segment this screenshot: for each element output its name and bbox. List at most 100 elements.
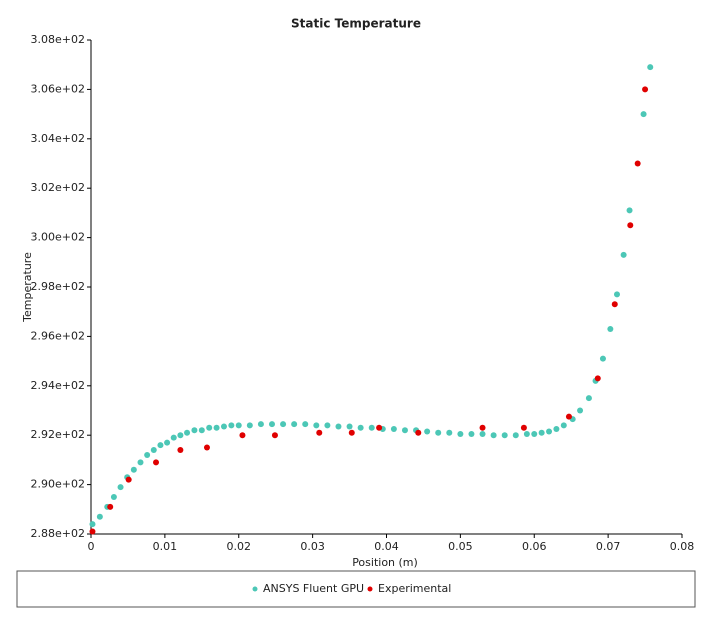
point <box>415 429 422 436</box>
point <box>523 430 530 437</box>
point <box>268 421 275 428</box>
legend-marker <box>252 586 258 592</box>
point <box>634 160 641 167</box>
point <box>302 421 309 428</box>
point <box>346 423 353 430</box>
point <box>599 355 606 362</box>
y-tick-label: 2.92e+02 <box>31 428 85 441</box>
point <box>357 424 364 431</box>
point <box>620 251 627 258</box>
point <box>565 413 572 420</box>
point <box>585 395 592 402</box>
point <box>220 423 227 430</box>
point <box>191 427 198 434</box>
point <box>280 421 287 428</box>
point <box>611 301 618 308</box>
point <box>577 407 584 414</box>
point <box>512 432 519 439</box>
x-axis-label: Position (m) <box>352 556 418 569</box>
point <box>640 111 647 118</box>
point <box>198 427 205 434</box>
y-tick-label: 2.96e+02 <box>31 329 85 342</box>
point <box>446 429 453 436</box>
point <box>368 424 375 431</box>
point <box>538 429 545 436</box>
y-tick-label: 3.00e+02 <box>31 231 85 244</box>
point <box>501 432 508 439</box>
point <box>335 423 342 430</box>
x-tick-label: 0 <box>88 540 95 553</box>
point <box>164 439 171 446</box>
point <box>607 325 614 332</box>
point <box>560 422 567 429</box>
point <box>468 430 475 437</box>
y-tick-label: 2.98e+02 <box>31 280 85 293</box>
point <box>520 424 527 431</box>
y-tick-label: 3.02e+02 <box>31 181 85 194</box>
point <box>546 428 553 435</box>
point <box>376 424 383 431</box>
point <box>89 528 96 535</box>
x-tick-label: 0.06 <box>522 540 547 553</box>
point <box>137 459 144 466</box>
point <box>613 291 620 298</box>
point <box>213 424 220 431</box>
point <box>246 422 253 429</box>
point <box>316 429 323 436</box>
point <box>490 432 497 439</box>
point <box>271 432 278 439</box>
point <box>144 451 151 458</box>
point <box>324 422 331 429</box>
point <box>107 503 114 510</box>
point <box>642 86 649 93</box>
x-tick-label: 0.05 <box>448 540 473 553</box>
y-tick-label: 3.06e+02 <box>31 82 85 95</box>
y-tick-label: 3.08e+02 <box>31 33 85 46</box>
point <box>150 447 157 454</box>
point <box>125 476 132 483</box>
x-tick-label: 0.01 <box>153 540 178 553</box>
point <box>647 64 654 71</box>
point <box>117 484 124 491</box>
x-tick-label: 0.03 <box>300 540 325 553</box>
point <box>177 432 184 439</box>
point <box>239 432 246 439</box>
point <box>89 521 96 528</box>
point <box>348 429 355 436</box>
point <box>313 422 320 429</box>
point <box>235 422 242 429</box>
point <box>531 430 538 437</box>
point <box>479 430 486 437</box>
point <box>457 430 464 437</box>
point <box>153 459 160 466</box>
legend-box <box>16 570 696 608</box>
point <box>157 442 164 449</box>
x-tick-label: 0.07 <box>596 540 621 553</box>
point <box>130 466 137 473</box>
point <box>228 422 235 429</box>
point <box>435 429 442 436</box>
point <box>627 222 634 229</box>
y-tick-label: 2.90e+02 <box>31 478 85 491</box>
x-tick-label: 0.04 <box>374 540 399 553</box>
point <box>96 513 103 520</box>
point <box>291 421 298 428</box>
point <box>553 426 560 433</box>
y-tick-label: 3.04e+02 <box>31 132 85 145</box>
legend-label: Experimental <box>378 582 451 595</box>
chart-title: Static Temperature <box>291 17 421 31</box>
y-axis-label: Temperature <box>21 252 34 323</box>
point <box>626 207 633 214</box>
point <box>184 429 191 436</box>
point <box>177 447 184 454</box>
point <box>110 493 117 500</box>
y-tick-label: 2.94e+02 <box>31 379 85 392</box>
y-tick-label: 2.88e+02 <box>31 527 85 540</box>
point <box>206 424 213 431</box>
legend-marker <box>367 586 373 592</box>
legend-label: ANSYS Fluent GPU <box>263 582 364 595</box>
x-tick-label: 0.08 <box>670 540 695 553</box>
point <box>424 428 431 435</box>
point <box>479 424 486 431</box>
